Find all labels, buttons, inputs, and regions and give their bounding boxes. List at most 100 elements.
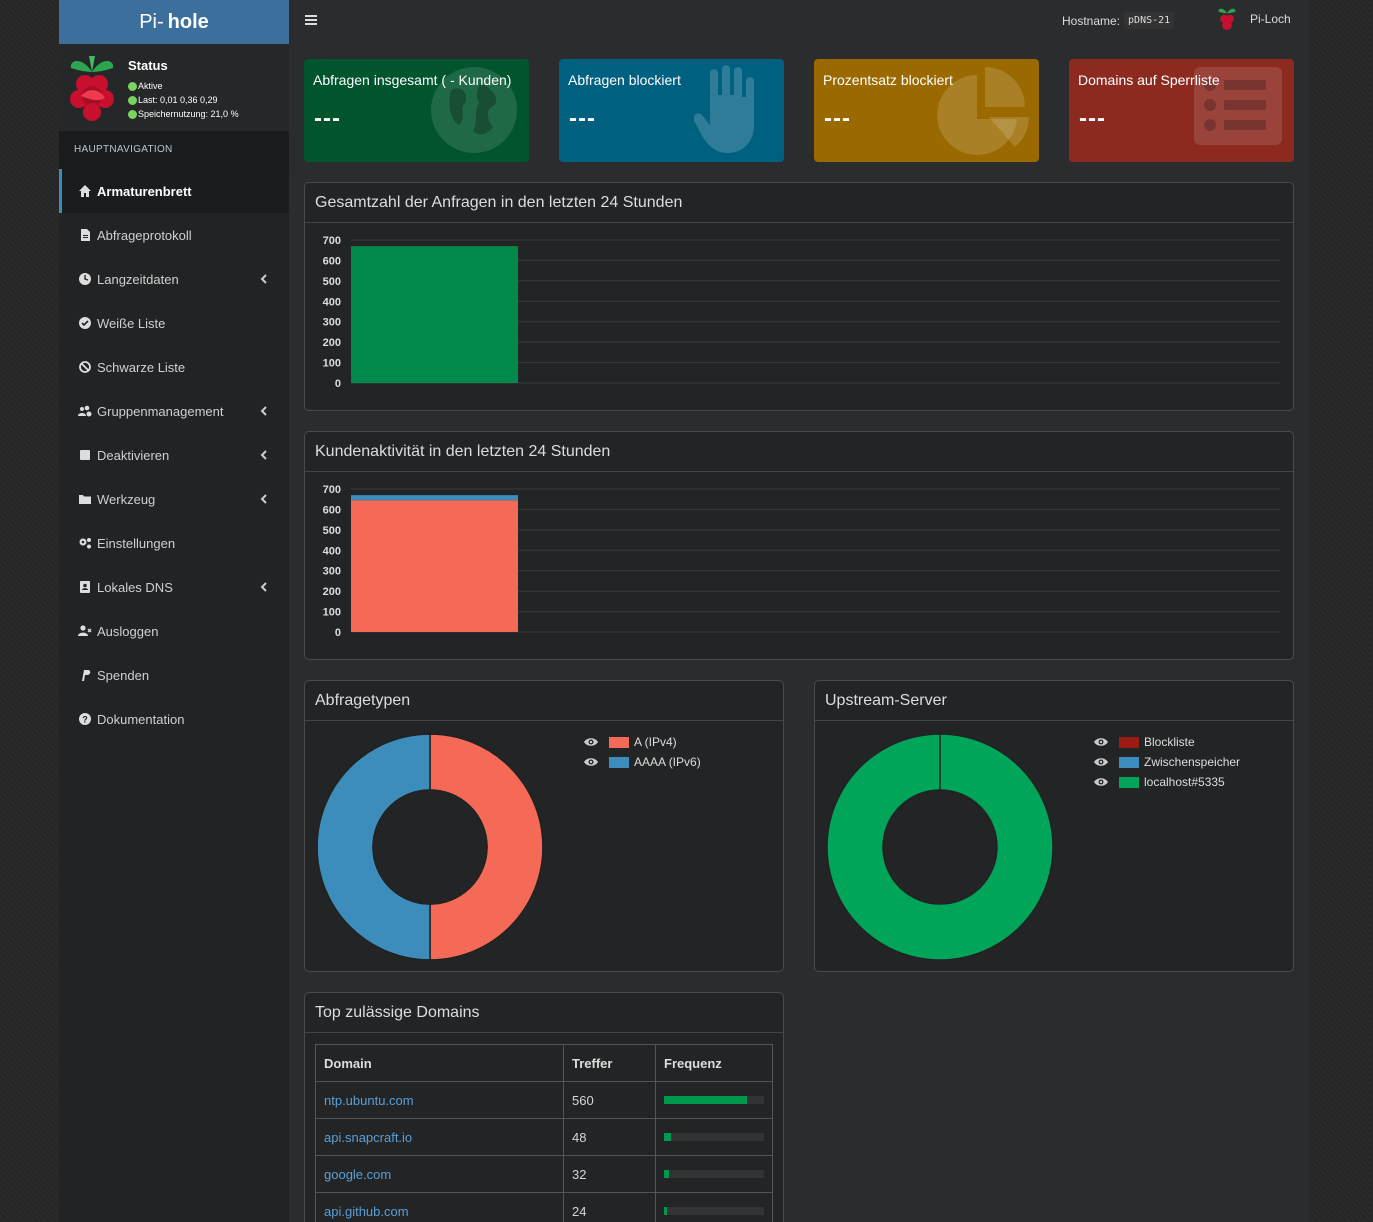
list-icon <box>1194 67 1282 145</box>
hostname-label: Hostname: <box>1062 13 1121 28</box>
card-total-queries[interactable]: Abfragen insgesamt ( - Kunden) --- <box>304 59 529 162</box>
table-header-row: Domain Treffer Frequenz <box>315 1044 773 1082</box>
chevron-left-icon[interactable] <box>259 493 269 505</box>
sidebar-item-dokumentation[interactable]: ? Dokumentation <box>59 697 289 741</box>
eye-icon[interactable] <box>1094 777 1108 787</box>
folder-icon <box>79 495 91 504</box>
status-title: Status <box>128 58 168 73</box>
sidebar-item-label: Deaktivieren <box>97 447 170 463</box>
clients-chart-y-tick-label: 200 <box>323 586 341 598</box>
legend-swatch <box>609 756 629 768</box>
column-header-domain[interactable]: Domain <box>315 1044 564 1082</box>
query-types-outline <box>316 733 544 961</box>
card-blocked-queries-label: Abfragen blockiert <box>568 72 681 88</box>
query-types-legend-item[interactable]: AAAA (IPv6) <box>584 752 701 772</box>
raspberry-logo-icon <box>70 56 114 121</box>
status-dot-icon <box>128 95 137 105</box>
table-row: api.snapcraft.io 48 <box>315 1118 773 1156</box>
page-background-right <box>1309 0 1373 1222</box>
legend-label: localhost#5335 <box>1144 775 1225 789</box>
upstream-legend-item[interactable]: localhost#5335 <box>1094 772 1240 792</box>
frequency-bar-fill <box>664 1207 667 1215</box>
table-row: ntp.ubuntu.com 560 <box>315 1081 773 1119</box>
query-types-legend-item[interactable]: A (IPv4) <box>584 732 701 752</box>
domain-link[interactable]: api.github.com <box>315 1192 564 1222</box>
card-blocklist-domains-value: --- <box>1079 105 1106 132</box>
client-activity-chart: 700 600 500 400 300 200 100 0 <box>323 484 1280 639</box>
column-header-frequency[interactable]: Frequenz <box>655 1044 773 1082</box>
frequency-bar-fill <box>664 1096 747 1104</box>
frequency-bar <box>664 1096 764 1104</box>
sidebar-item-weiße-liste[interactable]: Weiße Liste <box>59 301 289 345</box>
address-book-icon <box>80 581 90 593</box>
domain-link[interactable]: google.com <box>315 1155 564 1193</box>
frequency-bar-fill <box>664 1170 669 1178</box>
card-blocked-queries[interactable]: Abfragen blockiert --- <box>559 59 784 162</box>
clients-chart-y-tick-label: 0 <box>335 627 341 639</box>
legend-swatch <box>609 736 629 748</box>
status-dot-icon <box>128 81 137 91</box>
sidebar-item-label: Schwarze Liste <box>97 359 186 375</box>
card-percent-blocked[interactable]: Prozentsatz blockiert --- <box>814 59 1039 162</box>
file-icon <box>81 229 90 241</box>
domain-link[interactable]: api.snapcraft.io <box>315 1118 564 1156</box>
ban-icon <box>79 361 91 373</box>
sidebar-item-lokales-dns[interactable]: Lokales DNS <box>59 565 289 609</box>
clients-chart-y-tick-label: 300 <box>323 566 341 578</box>
sidebar-item-deaktivieren[interactable]: Deaktivieren <box>59 433 289 477</box>
upstream-servers-panel: Upstream-Server Blockliste Zwischenspeich… <box>814 680 1294 972</box>
clients-chart-bar[interactable] <box>351 495 518 501</box>
client-activity-title: Kundenaktivität in den letzten 24 Stunde… <box>305 432 1293 472</box>
clients-chart-bar[interactable] <box>351 500 518 632</box>
column-header-hits[interactable]: Treffer <box>563 1044 656 1082</box>
card-percent-blocked-label: Prozentsatz blockiert <box>823 72 953 88</box>
upstream-legend-item[interactable]: Zwischenspeicher <box>1094 752 1240 772</box>
user-menu[interactable]: Pi-Loch <box>1250 12 1291 26</box>
chevron-left-icon[interactable] <box>259 273 269 285</box>
top-domains-table: Domain Treffer Frequenz ntp.ubuntu.com 56… <box>315 1044 773 1222</box>
sidebar-item-armaturenbrett[interactable]: Armaturenbrett <box>59 169 289 213</box>
sidebar-item-einstellungen[interactable]: Einstellungen <box>59 521 289 565</box>
sidebar-item-abfrageprotokoll[interactable]: Abfrageprotokoll <box>59 213 289 257</box>
sidebar-item-langzeitdaten[interactable]: Langzeitdaten <box>59 257 289 301</box>
eye-icon[interactable] <box>584 737 598 747</box>
sidebar-item-ausloggen[interactable]: Ausloggen <box>59 609 289 653</box>
table-row: google.com 32 <box>315 1155 773 1193</box>
paypal-icon <box>82 670 91 681</box>
sidebar-item-werkzeug[interactable]: Werkzeug <box>59 477 289 521</box>
upstream-legend-item[interactable]: Blockliste <box>1094 732 1240 752</box>
queries-chart-y-tick-label: 500 <box>323 276 341 288</box>
user-raspberry-icon[interactable] <box>1217 6 1237 34</box>
logo-prefix: Pi- <box>139 10 164 33</box>
eye-icon[interactable] <box>1094 757 1108 767</box>
chevron-left-icon[interactable] <box>259 405 269 417</box>
home-icon <box>79 185 91 197</box>
query-types-panel: Abfragetypen A (IPv4) AAAA (IPv6) <box>304 680 784 972</box>
queries-over-time-chart: 700 600 500 400 300 200 100 0 <box>323 235 1280 390</box>
chevron-left-icon[interactable] <box>259 449 269 461</box>
sidebar-item-gruppenmanagement[interactable]: Gruppenmanagement <box>59 389 289 433</box>
queries-chart-bar[interactable] <box>351 246 518 383</box>
eye-icon[interactable] <box>1094 737 1108 747</box>
page-background-left <box>0 0 59 1222</box>
query-types-hole <box>372 789 488 905</box>
frequency-cell <box>655 1192 773 1222</box>
chevron-left-icon[interactable] <box>259 581 269 593</box>
card-blocklist-domains[interactable]: Domains auf Sperrliste --- <box>1069 59 1294 162</box>
eye-icon[interactable] <box>584 757 598 767</box>
upstream-servers-donut <box>826 733 1054 961</box>
domain-link[interactable]: ntp.ubuntu.com <box>315 1081 564 1119</box>
card-blocklist-domains-label: Domains auf Sperrliste <box>1078 72 1220 88</box>
sidebar-item-label: Spenden <box>97 667 150 683</box>
queries-chart-y-tick-label: 700 <box>323 235 341 247</box>
status-active-label: Aktive <box>138 81 163 91</box>
card-total-queries-value: --- <box>314 105 341 132</box>
sidebar: Pi- hole Status Aktive Last: 0,01 0,36 0… <box>59 0 289 1222</box>
frequency-cell <box>655 1155 773 1193</box>
app-logo[interactable]: Pi- hole <box>59 0 289 44</box>
sidebar-item-schwarze-liste[interactable]: Schwarze Liste <box>59 345 289 389</box>
menu-toggle-icon[interactable] <box>305 14 317 26</box>
status-panel: Status Aktive Last: 0,01 0,36 0,29 Speic… <box>59 44 289 131</box>
sidebar-item-label: Langzeitdaten <box>97 271 179 287</box>
sidebar-item-spenden[interactable]: Spenden <box>59 653 289 697</box>
